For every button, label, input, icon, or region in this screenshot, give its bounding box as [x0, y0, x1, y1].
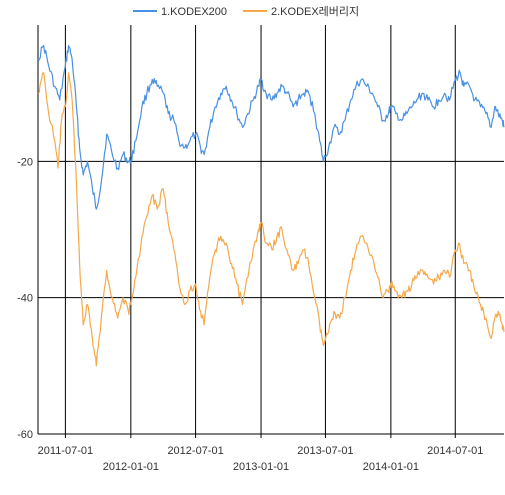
legend-label-kodex200: 1.KODEX200 — [161, 6, 227, 18]
legend-item-kodex-leverage[interactable]: 2.KODEX레버리지 — [243, 5, 359, 18]
series-line-0 — [37, 44, 505, 210]
y-tick-label--60: -60 — [17, 429, 33, 441]
legend: 1.KODEX200 2.KODEX레버리지 — [133, 5, 359, 18]
y-tick-label--40: -40 — [17, 293, 33, 305]
x-tick-label-2013-07-01: 2013-07-01 — [297, 445, 353, 457]
legend-item-kodex200[interactable]: 1.KODEX200 — [133, 6, 227, 18]
x-tick-label-2012-07-01: 2012-07-01 — [167, 445, 223, 457]
series-line-1 — [37, 72, 505, 367]
x-tick-label-2014-07-01: 2014-07-01 — [427, 445, 483, 457]
x-tick-label-2012-01-01: 2012-01-01 — [103, 461, 159, 473]
x-tick-label-2014-01-01: 2014-01-01 — [363, 461, 419, 473]
plot-area: 2011-07-01 2012-01-01 2012-07-01 2013-01-01… — [17, 25, 505, 473]
x-tick-label-2013-01-01: 2013-01-01 — [233, 461, 289, 473]
y-tick-label--20: -20 — [17, 156, 33, 168]
x-tick-label-2011-07-01: 2011-07-01 — [38, 445, 93, 457]
legend-label-kodex-leverage: 2.KODEX레버리지 — [271, 5, 359, 18]
